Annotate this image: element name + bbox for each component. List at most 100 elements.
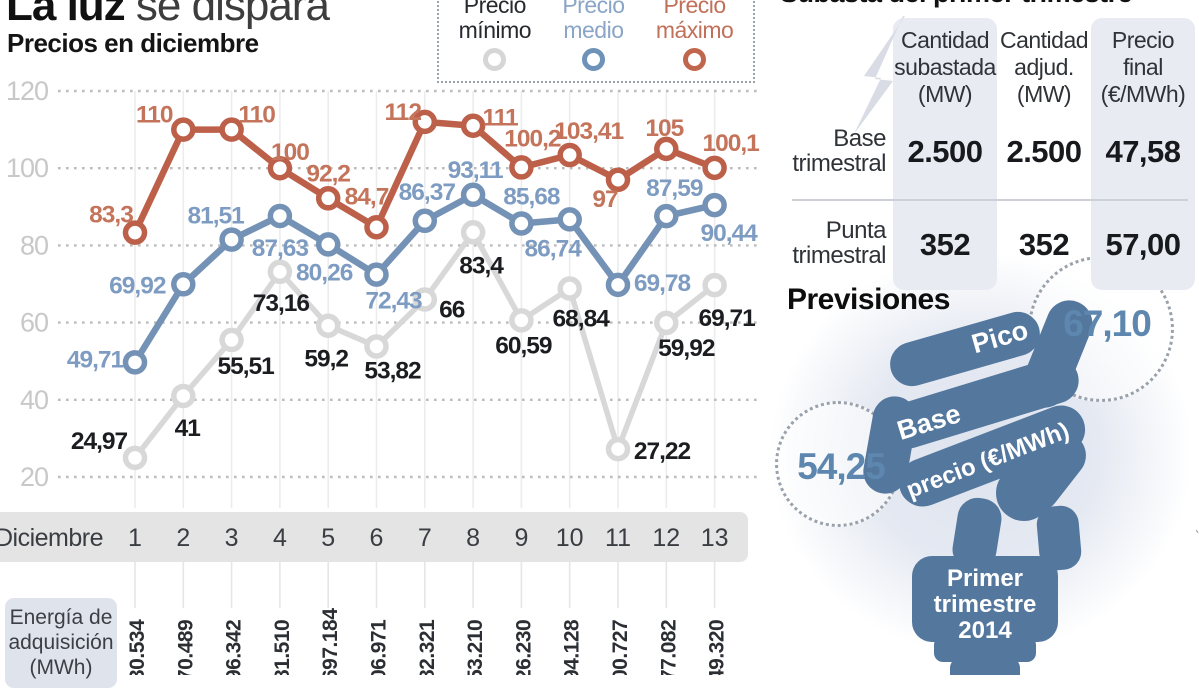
- data-point-label: 86,37: [399, 179, 456, 206]
- table-cell-punta-adjud: 352: [1018, 227, 1070, 262]
- legend-label-maximo: Precio máximo: [655, 0, 734, 43]
- data-point-marker: [315, 313, 341, 338]
- data-point-marker: [654, 203, 679, 229]
- data-point-label: 103,41: [554, 118, 623, 145]
- table-cell-punta-precio: 57,00: [1105, 227, 1181, 262]
- y-axis-tick-label: 80: [20, 230, 48, 260]
- data-point-label: 66: [439, 296, 465, 323]
- table-column-band-precio: [1091, 18, 1195, 290]
- data-point-label: 49,71: [67, 346, 124, 373]
- data-point-label: 87,59: [646, 175, 703, 202]
- legend-label-minimo: Precio mínimo: [458, 0, 532, 43]
- data-point-marker: [364, 334, 389, 359]
- data-point-label: 93,11: [448, 157, 503, 184]
- legend-marker-minimo-icon: [483, 48, 507, 71]
- y-axis-tick-label: 40: [20, 385, 48, 415]
- data-point-marker: [460, 220, 486, 245]
- data-point-marker: [702, 155, 727, 181]
- data-point-marker: [364, 215, 389, 240]
- data-point-marker: [122, 220, 148, 245]
- data-point-label: 59,92: [658, 335, 715, 362]
- table-row-divider: [792, 199, 1188, 201]
- data-point-label: 100,2: [504, 125, 561, 152]
- energy-value-rotated: 697.184: [319, 608, 342, 675]
- data-point-marker: [171, 117, 196, 142]
- series-line: [132, 229, 718, 461]
- data-point-label: 110: [238, 102, 275, 129]
- legend-label-medio: Precio medio: [562, 0, 625, 43]
- data-point-marker: [605, 436, 631, 462]
- energy-value-rotated: 94.128: [561, 619, 584, 675]
- energy-value-rotated: 30.534: [126, 619, 149, 675]
- data-point-marker: [702, 272, 727, 298]
- table-cell-base-precio: 47,58: [1105, 134, 1181, 169]
- data-point-label: 68,84: [553, 305, 611, 332]
- data-point-marker: [460, 182, 486, 208]
- data-point-label: 41: [175, 415, 201, 442]
- y-axis-tick-label: 100: [6, 153, 48, 183]
- data-point-marker: [267, 203, 293, 229]
- forecast-value-base: 54,25: [797, 446, 886, 487]
- data-point-marker: [219, 327, 244, 353]
- data-point-marker: [412, 208, 438, 234]
- data-point-label: 69,92: [109, 272, 166, 299]
- table-row-label-punta: Punta trimestral: [792, 217, 886, 269]
- chart-legend: Precio mínimo Precio medio Precio máximo: [437, 0, 755, 83]
- data-point-label: 97: [592, 186, 618, 213]
- energy-value-rotated: 77.082: [657, 620, 680, 675]
- data-point-label: 110: [136, 102, 173, 129]
- energy-value-rotated: 70.489: [174, 620, 197, 675]
- data-point-marker: [509, 308, 534, 333]
- data-point-label: 53,82: [364, 357, 421, 384]
- energy-value-rotated: 06.971: [368, 619, 391, 675]
- data-point-label: 83,4: [459, 252, 504, 279]
- data-point-label: 92,2: [306, 160, 350, 187]
- auction-section-heading-clipped: Subasta del primer trimestre: [780, 0, 1133, 9]
- data-point-marker: [122, 445, 148, 471]
- energy-value-rotated: 53.210: [464, 620, 487, 675]
- page-title-strong: La luz: [6, 0, 126, 30]
- legend-item-minimo: Precio mínimo: [458, 0, 532, 71]
- table-cell-base-subastada: 2.500: [907, 134, 983, 169]
- table-cell-punta-subastada: 352: [919, 227, 971, 262]
- table-header-precio-final: Precio final (€/MWh): [1100, 27, 1186, 107]
- data-point-label: 84,7: [345, 183, 389, 210]
- legend-item-maximo: Precio máximo: [656, 0, 734, 71]
- table-row-label-base: Base trimestral: [792, 125, 886, 177]
- table-header-cantidad-subastada: Cantidad subastada (MW): [894, 27, 996, 107]
- data-point-label: 24,97: [71, 428, 128, 455]
- data-point-marker: [605, 167, 631, 193]
- table-header-cantidad-adjud: Cantidad adjud. (MW): [999, 27, 1089, 107]
- series-line: [131, 118, 718, 236]
- data-point-label: 80,26: [296, 259, 353, 286]
- data-point-marker: [219, 117, 244, 142]
- bulb-base-label: Primer trimestre 2014: [933, 565, 1037, 644]
- data-point-label: 72,43: [365, 288, 422, 315]
- data-point-marker: [171, 272, 196, 297]
- data-point-label: 85,68: [503, 183, 560, 210]
- data-point-label: 83,3: [89, 202, 133, 229]
- chart-subtitle: Precios en diciembre: [7, 28, 259, 58]
- data-point-marker: [412, 287, 438, 312]
- data-point-marker: [171, 383, 196, 409]
- data-point-marker: [315, 232, 341, 257]
- data-point-marker: [315, 186, 341, 211]
- data-point-marker: [267, 259, 293, 285]
- data-point-label: 27,22: [634, 438, 691, 465]
- data-point-label: 69,78: [634, 270, 691, 297]
- data-point-marker: [557, 142, 582, 168]
- page-title-light: se dispara: [124, 0, 330, 30]
- data-point-marker: [267, 155, 293, 181]
- y-axis-tick-label: 60: [20, 308, 48, 338]
- data-point-label: 81,51: [187, 203, 244, 230]
- data-point-label: 59,2: [304, 346, 348, 373]
- energy-value-rotated: 96.342: [223, 620, 246, 675]
- table-cell-base-adjud: 2.500: [1006, 134, 1082, 169]
- data-point-marker: [122, 350, 148, 375]
- data-point-label: 60,59: [495, 332, 552, 359]
- energy-value-rotated: 82.321: [416, 619, 439, 675]
- energy-acquisition-label: Energía de adquisición (MWh): [5, 598, 117, 688]
- data-point-marker: [557, 276, 582, 301]
- energy-value-rotated: 00.727: [609, 620, 632, 675]
- page-title: La luz se dispara: [6, 0, 330, 30]
